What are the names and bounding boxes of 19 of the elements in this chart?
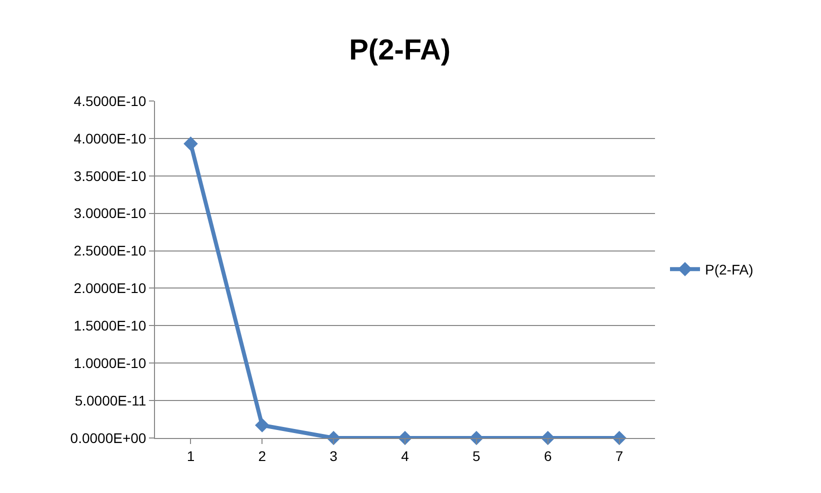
x-tick-label: 3 xyxy=(330,448,338,464)
chart-title: P(2-FA) xyxy=(349,34,451,66)
x-tick-label: 4 xyxy=(401,448,410,464)
y-tick-label: 0.0000E+00 xyxy=(70,430,146,446)
y-tick-label: 3.0000E-10 xyxy=(74,205,146,222)
x-tick-label: 2 xyxy=(258,448,266,464)
y-tick-label: 2.5000E-10 xyxy=(74,242,146,259)
x-tick-label: 5 xyxy=(472,448,481,464)
y-tick-label: 4.0000E-10 xyxy=(74,130,146,146)
x-tick-label: 1 xyxy=(186,448,195,464)
y-tick-label: 2.0000E-10 xyxy=(74,280,146,296)
y-tick-label: 1.5000E-10 xyxy=(74,318,146,334)
x-tick-label: 6 xyxy=(544,448,552,464)
y-tick-label: 4.5000E-10 xyxy=(74,92,146,109)
y-tick-label: 5.0000E-11 xyxy=(74,392,146,408)
x-tick-label: 7 xyxy=(615,448,624,464)
y-tick-label: 3.5000E-10 xyxy=(74,168,146,184)
legend-label: P(2-FA) xyxy=(705,262,754,278)
y-tick-label: 1.0000E-10 xyxy=(74,355,146,372)
